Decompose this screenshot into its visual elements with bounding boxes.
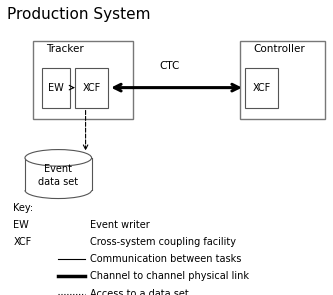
Text: CTC: CTC [160,61,180,71]
Text: EW: EW [13,220,29,230]
Text: Key:: Key: [13,203,33,213]
Text: Communication between tasks: Communication between tasks [90,254,241,264]
Text: Event
data set: Event data set [38,164,78,187]
Text: EW: EW [48,83,64,93]
Text: Cross-system coupling facility: Cross-system coupling facility [90,237,236,247]
Text: Tracker: Tracker [46,44,84,54]
Bar [42,68,70,108]
Bar [33,41,133,119]
Ellipse shape [25,150,92,166]
Bar [245,68,278,108]
Bar [240,41,325,119]
Text: XCF: XCF [252,83,270,93]
Text: Production System: Production System [7,7,150,22]
Text: Channel to channel physical link: Channel to channel physical link [90,271,249,281]
Text: Event writer: Event writer [90,220,150,230]
Text: Access to a data set: Access to a data set [90,289,189,295]
Text: Controller: Controller [254,44,306,54]
Text: XCF: XCF [83,83,101,93]
Text: XCF: XCF [13,237,32,247]
Bar [75,68,108,108]
